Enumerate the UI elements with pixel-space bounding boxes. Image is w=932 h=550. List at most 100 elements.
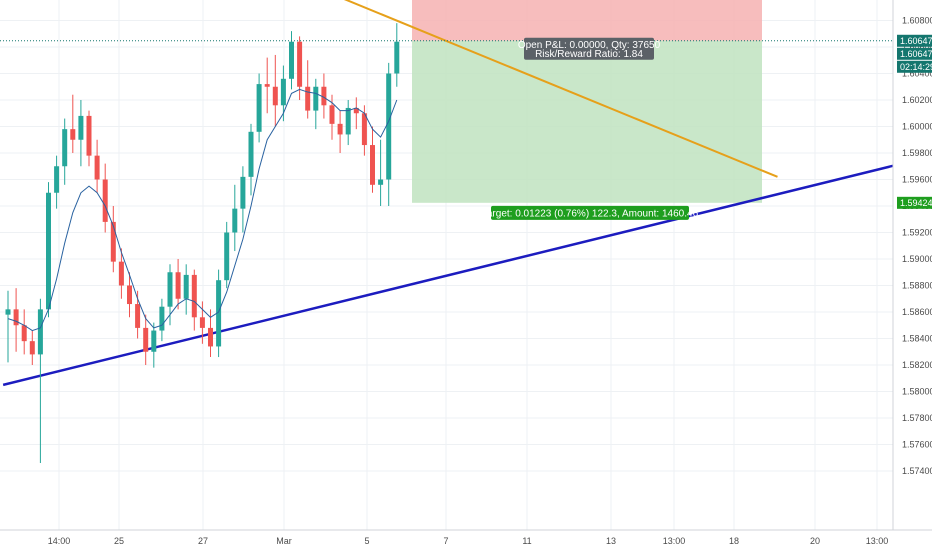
price-tick-label: 1.57600 [902, 440, 932, 450]
price-tick-label: 1.57400 [902, 466, 932, 476]
countdown-tag-bg [897, 60, 932, 73]
descending-trendline[interactable] [316, 0, 778, 178]
time-tick-label: 13 [606, 536, 616, 546]
candle-body [46, 192, 51, 310]
candle-body [21, 325, 27, 342]
candle-body [370, 145, 375, 185]
price-tick-label: 1.59200 [902, 228, 932, 238]
time-tick-label: 7 [443, 536, 448, 546]
candle-body [191, 274, 197, 318]
candle-body [208, 327, 213, 347]
candle-body [232, 208, 238, 233]
candle-body [118, 261, 124, 286]
candle-body [183, 274, 189, 299]
candle-body [224, 232, 230, 281]
time-tick-label: Mar [276, 536, 292, 546]
last-price-tag-bg [897, 34, 932, 47]
candle-body [70, 129, 76, 140]
price-tick-label: 1.58000 [902, 387, 932, 397]
price-tick-label: 1.57800 [902, 413, 932, 423]
price-tick-label: 1.58600 [902, 307, 932, 317]
time-tick-label: 20 [810, 536, 820, 546]
price-axis-background [893, 0, 932, 550]
candle-body [127, 285, 132, 305]
position-zones [412, 0, 762, 203]
countdown-tag: 02:14:29 [900, 62, 932, 72]
position-info-rr: Risk/Reward Ratio: 1.84 [535, 49, 643, 60]
price-tick-label: 1.60800 [902, 16, 932, 26]
candle-body [378, 179, 384, 185]
candle-body [264, 84, 270, 87]
candle-body [102, 179, 108, 222]
candle-body [143, 327, 149, 352]
candle-body [159, 306, 165, 331]
time-tick-label: 5 [364, 536, 369, 546]
candle-body [361, 113, 367, 146]
position-labels: Open P&L: 0.00000, Qty: 37650Risk/Reward… [482, 37, 699, 220]
candle-body [305, 86, 311, 111]
time-tick-label: 27 [198, 536, 208, 546]
price-tick-label: 1.60400 [902, 69, 932, 79]
candle-body [78, 115, 84, 140]
candle-body [94, 155, 100, 180]
candle-body [280, 78, 286, 106]
price-tick-label: 1.60200 [902, 95, 932, 105]
grid [0, 0, 893, 530]
candle-body [353, 107, 359, 114]
time-axis[interactable]: 14:00 25 27 Mar 5 7 11 13 13:00 18 20 13:00 [0, 529, 932, 546]
price-tick-label: 1.60000 [902, 122, 932, 132]
candle-body [216, 280, 222, 347]
candle-body [199, 317, 205, 328]
time-tick-label: 18 [729, 536, 739, 546]
last-price-tag-2: 1.60647 [900, 49, 932, 59]
price-tick-label: 1.60600 [902, 42, 932, 52]
price-tick-label: 1.59800 [902, 148, 932, 158]
candle-body [329, 105, 335, 124]
candle-body [394, 41, 400, 74]
candle-body [135, 304, 141, 328]
target-price-tag: 1.59424 [900, 198, 932, 208]
price-tick-label: 1.59000 [902, 254, 932, 264]
candles [5, 23, 400, 464]
candle-body [29, 341, 35, 355]
price-tick-label: 1.58200 [902, 360, 932, 370]
time-tick-label: 25 [114, 536, 124, 546]
candle-body [110, 221, 116, 262]
candle-body [240, 176, 246, 209]
price-tick-label: 1.59600 [902, 175, 932, 185]
candle-body [37, 309, 43, 355]
stop-loss-zone [412, 0, 762, 41]
trendlines[interactable] [2, 0, 932, 387]
candle-body [175, 272, 181, 299]
candle-body [13, 309, 19, 326]
candle-body [54, 166, 60, 193]
target-label-text: Target: 0.01223 (0.76%) 122.3, Amount: 1… [482, 208, 699, 219]
candle-body [297, 41, 303, 87]
last-price-tag: 1.60647 [900, 36, 932, 46]
candle-body [289, 41, 294, 79]
position-info-pnl: Open P&L: 0.00000, Qty: 37650 [518, 40, 661, 51]
candle-body [248, 131, 254, 177]
candle-body [86, 115, 92, 156]
position-info-box [524, 37, 654, 60]
take-profit-zone [412, 40, 762, 203]
time-tick-label: 13:00 [866, 536, 889, 546]
candle-body [313, 86, 319, 111]
price-tick-label: 1.58400 [902, 334, 932, 344]
candle-body [386, 73, 392, 180]
target-label-box [491, 205, 689, 220]
candle-body [345, 107, 351, 135]
price-axis[interactable]: 1.60800 1.60600 1.60400 1.60200 1.60000 1.598… [892, 0, 932, 550]
candle-body [256, 84, 262, 132]
price-tick-label: 1.58800 [902, 281, 932, 291]
last-price-tag-2-bg [897, 47, 932, 60]
time-tick-label: 13:00 [663, 536, 686, 546]
candle-body [321, 86, 327, 106]
candle-body [337, 123, 343, 135]
moving-average-line [7, 88, 398, 332]
time-tick-label: 14:00 [48, 536, 71, 546]
time-tick-label: 11 [522, 536, 531, 546]
ascending-trendline[interactable] [2, 150, 932, 387]
candle-body [5, 309, 11, 315]
